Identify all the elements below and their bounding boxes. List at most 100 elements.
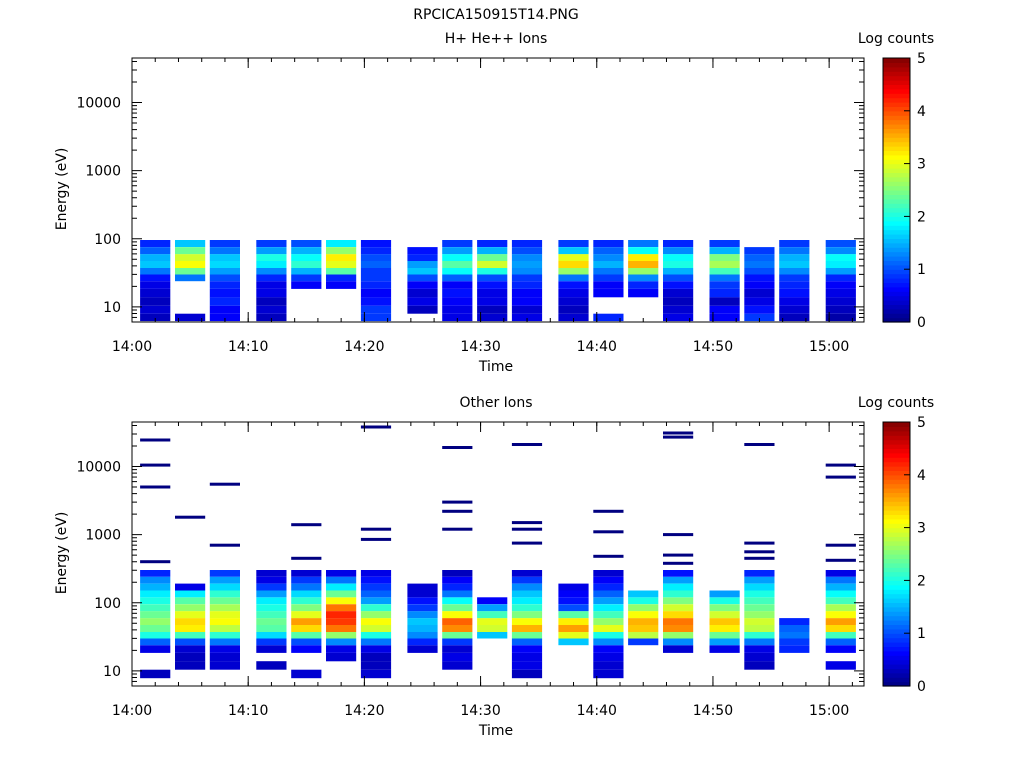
- heatmap-cell: [140, 576, 171, 584]
- heatmap-cell: [663, 597, 694, 605]
- colorbar-swatch: [883, 97, 910, 103]
- colorbar-swatch: [883, 278, 910, 283]
- heatmap-cell: [209, 570, 240, 577]
- colorbar-swatch: [883, 457, 910, 463]
- heatmap-cell: [593, 625, 624, 632]
- heatmap-cell: [291, 247, 322, 255]
- heatmap-cell: [477, 289, 508, 298]
- heatmap-cell: [744, 313, 775, 322]
- colorbar-swatch: [883, 527, 910, 533]
- heatmap-cell: [360, 583, 392, 591]
- heatmap-cell: [256, 240, 287, 247]
- heatmap-cell: [326, 247, 357, 255]
- colorbar-swatch: [883, 150, 910, 156]
- heatmap-cell: [360, 305, 392, 314]
- heatmap-cell: [326, 576, 357, 584]
- heatmap-cell: [779, 645, 810, 653]
- count-line: [360, 425, 392, 429]
- heatmap-cell: [511, 604, 543, 612]
- heatmap-cell: [477, 240, 508, 247]
- heatmap-cell: [407, 289, 438, 298]
- heatmap-cell: [779, 632, 810, 639]
- heatmap-cell: [360, 274, 392, 282]
- colorbar-swatch: [883, 474, 910, 480]
- count-line: [663, 533, 694, 537]
- heatmap-cell: [256, 611, 287, 619]
- colorbar-swatch: [883, 185, 910, 191]
- heatmap-cell: [558, 583, 589, 591]
- heatmap-cell: [209, 618, 240, 625]
- heatmap-cell: [360, 576, 392, 584]
- heatmap-cell: [628, 625, 659, 632]
- heatmap-cell: [175, 611, 206, 619]
- heatmap-cell: [209, 653, 240, 662]
- heatmap-cell: [744, 645, 775, 653]
- heatmap-cell: [291, 638, 322, 646]
- heatmap-cell: [558, 240, 589, 247]
- colorbar-swatch: [883, 479, 910, 485]
- heatmap-cell: [709, 590, 740, 598]
- heatmap-cell: [709, 597, 740, 605]
- heatmap-cell: [407, 618, 438, 625]
- heatmap-cell: [511, 274, 543, 282]
- panel-title: Other Ions: [459, 395, 532, 411]
- heatmap-cell: [407, 604, 438, 612]
- heatmap-cell: [140, 254, 171, 261]
- heatmap-cell: [663, 240, 694, 247]
- heatmap-cell: [175, 247, 206, 255]
- heatmap-cell: [360, 240, 392, 247]
- colorbar-swatch: [883, 554, 910, 559]
- heatmap-cell: [779, 638, 810, 646]
- colorbar-swatch: [883, 426, 910, 432]
- heatmap-cell: [256, 289, 287, 298]
- heatmap-cell: [593, 240, 624, 247]
- count-line: [140, 560, 171, 564]
- heatmap-cell: [140, 669, 171, 679]
- heatmap-cell: [628, 268, 659, 275]
- heatmap-cell: [326, 625, 357, 632]
- heatmap-cell: [256, 604, 287, 612]
- heatmap-cell: [709, 254, 740, 261]
- heatmap-cell: [511, 597, 543, 605]
- colorbar-swatch: [883, 514, 910, 520]
- colorbar-swatch: [883, 598, 910, 603]
- heatmap-cell: [256, 597, 287, 605]
- heatmap-cell: [407, 645, 438, 653]
- heatmap-cell: [326, 597, 357, 605]
- heatmap-cell: [291, 645, 322, 653]
- colorbar-swatch: [883, 242, 910, 248]
- colorbar-swatch: [883, 664, 910, 669]
- heatmap-cell: [256, 247, 287, 255]
- heatmap-cell: [709, 297, 740, 306]
- colorbar-label: Log counts: [858, 395, 934, 411]
- heatmap-cell: [477, 618, 508, 625]
- colorbar-swatch: [883, 545, 910, 551]
- colorbar-swatch: [883, 66, 910, 72]
- heatmap-cell: [825, 645, 856, 653]
- count-line: [744, 556, 775, 560]
- heatmap-cell: [291, 254, 322, 261]
- heatmap-cell: [709, 289, 740, 298]
- heatmap-cell: [511, 618, 543, 625]
- heatmap-cell: [175, 653, 206, 662]
- count-line: [744, 541, 775, 545]
- colorbar-swatch: [883, 137, 910, 143]
- heatmap-cell: [256, 297, 287, 306]
- heatmap-cell: [442, 240, 473, 247]
- heatmap-cell: [209, 254, 240, 261]
- heatmap-cell: [744, 661, 775, 670]
- count-line: [825, 475, 856, 479]
- count-line: [291, 556, 322, 560]
- heatmap-cell: [558, 625, 589, 632]
- heatmap-cell: [779, 313, 810, 322]
- heatmap-cell: [442, 590, 473, 598]
- colorbar-swatch: [883, 93, 910, 99]
- colorbar-swatch: [883, 540, 910, 546]
- heatmap-cell: [593, 254, 624, 261]
- heatmap-cell: [709, 632, 740, 639]
- heatmap-cell: [511, 289, 543, 298]
- heatmap-cell: [140, 240, 171, 247]
- heatmap-cell: [326, 268, 357, 275]
- heatmap-cell: [326, 632, 357, 639]
- colorbar-tick-label: 3: [917, 521, 926, 537]
